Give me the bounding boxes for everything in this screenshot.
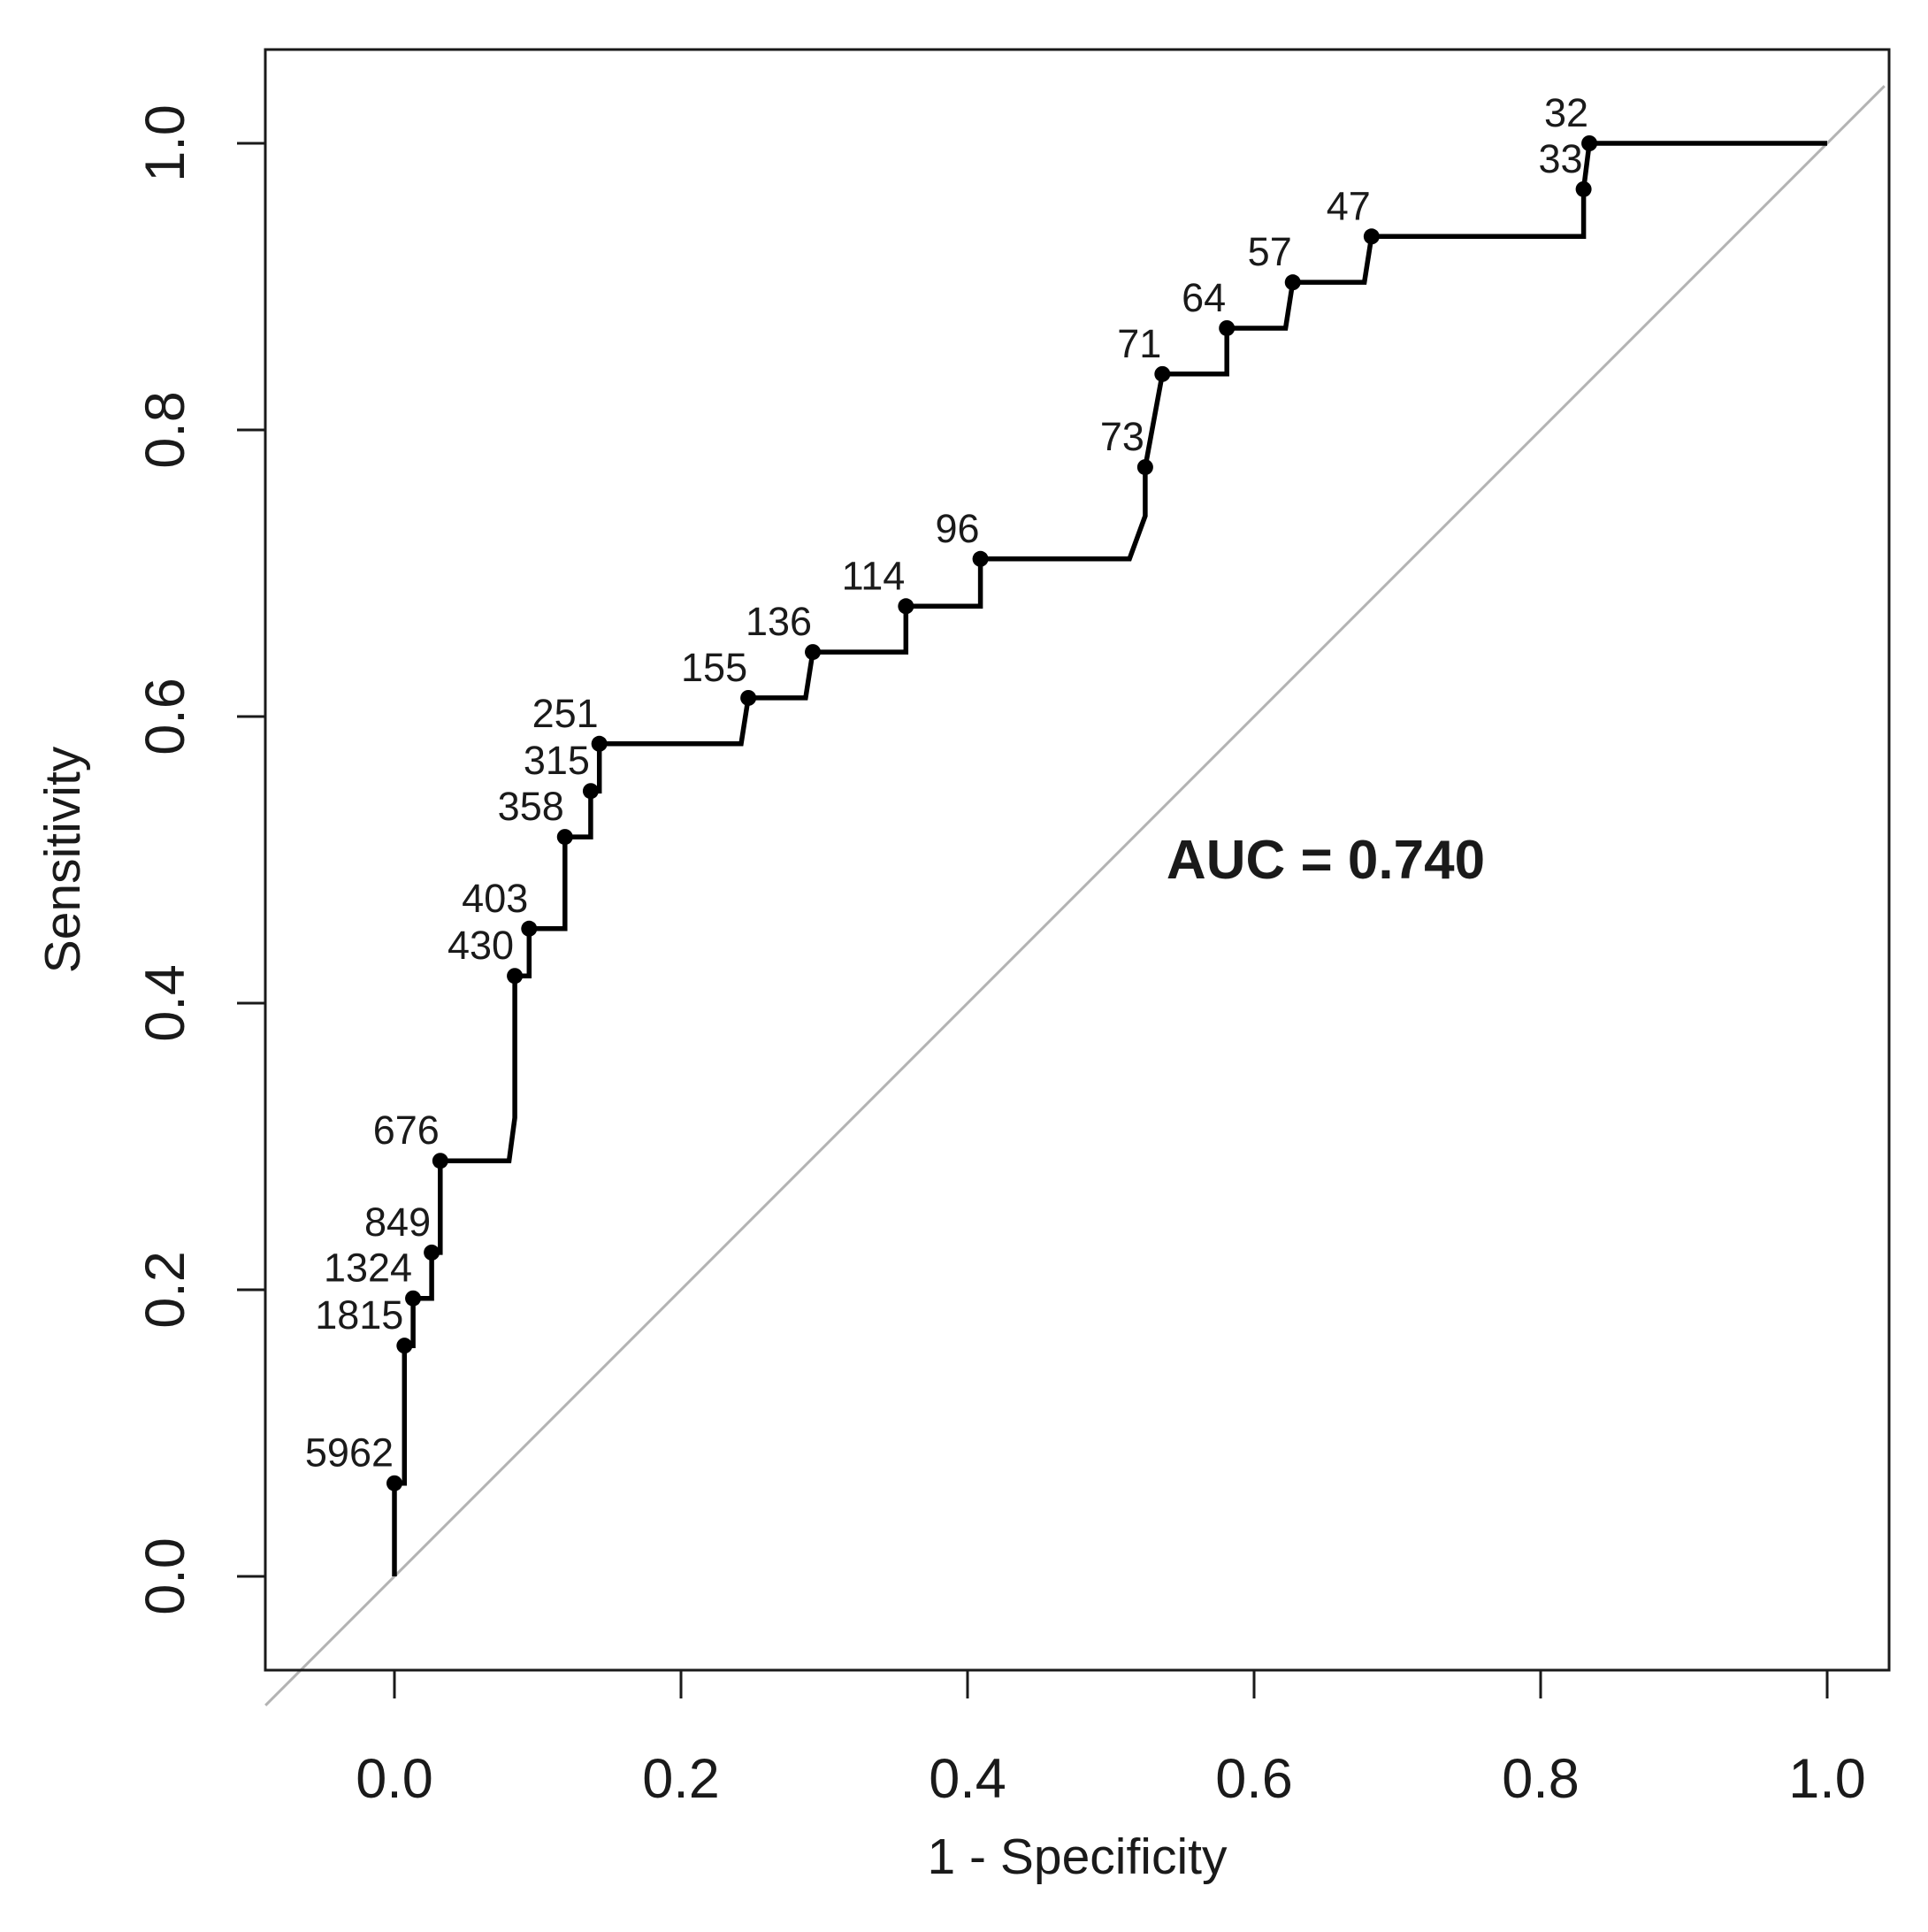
- threshold-point: [805, 644, 822, 661]
- threshold-label: 47: [1327, 183, 1371, 228]
- threshold-point: [386, 1475, 402, 1491]
- threshold-label: 73: [1100, 414, 1144, 459]
- threshold-label: 315: [524, 738, 590, 783]
- threshold-label: 33: [1539, 136, 1583, 181]
- threshold-point: [396, 1338, 413, 1354]
- threshold-label: 32: [1544, 90, 1588, 135]
- y-tick-label: 0.2: [134, 1251, 196, 1329]
- y-tick-label: 0.4: [134, 964, 196, 1042]
- threshold-point: [740, 689, 757, 706]
- threshold-label: 849: [364, 1200, 431, 1245]
- threshold-label: 251: [532, 691, 599, 736]
- threshold-point: [1219, 319, 1236, 336]
- threshold-point: [424, 1244, 440, 1261]
- threshold-point: [1581, 135, 1598, 151]
- threshold-point: [591, 735, 608, 752]
- threshold-label: 114: [842, 553, 906, 598]
- threshold-point: [1154, 365, 1171, 382]
- threshold-label: 136: [746, 599, 812, 644]
- threshold-label: 676: [373, 1108, 440, 1153]
- y-tick-label: 0.6: [134, 678, 196, 755]
- threshold-point: [521, 920, 538, 937]
- threshold-label: 96: [936, 506, 980, 551]
- x-axis-title: 1 - Specificity: [928, 1828, 1228, 1885]
- threshold-point: [432, 1153, 448, 1169]
- x-tick-label: 0.8: [1502, 1748, 1580, 1810]
- threshold-label: 1815: [315, 1292, 403, 1338]
- threshold-point: [1363, 228, 1380, 245]
- threshold-label: 403: [462, 876, 528, 921]
- axis-layer: 0.0 0.2 0.4 0.6 0.8 1.0 0.0 0.2 0.4 0.6 0.8 1.0: [134, 104, 1866, 1810]
- x-tick-label: 1.0: [1788, 1748, 1866, 1810]
- reference-layer: [264, 85, 1886, 1706]
- threshold-label: 64: [1182, 275, 1226, 320]
- x-tick-label: 0.2: [642, 1748, 720, 1810]
- y-tick-label: 0.0: [134, 1537, 196, 1615]
- y-tick-label: 0.8: [134, 391, 196, 469]
- y-tick-label: 1.0: [134, 104, 196, 182]
- threshold-label: 155: [681, 645, 747, 690]
- threshold-point: [405, 1290, 422, 1307]
- x-tick-label: 0.0: [356, 1748, 433, 1810]
- threshold-label: 57: [1248, 229, 1292, 274]
- threshold-label: 1324: [324, 1246, 412, 1291]
- reference-diagonal: [264, 85, 1886, 1706]
- threshold-point: [507, 968, 524, 985]
- threshold-point: [556, 829, 573, 846]
- threshold-point: [898, 598, 914, 615]
- threshold-point: [972, 550, 989, 567]
- threshold-label: 5962: [305, 1430, 394, 1476]
- auc-annotation: AUC = 0.740: [1167, 830, 1485, 891]
- threshold-point: [1284, 274, 1301, 291]
- x-tick-label: 0.4: [929, 1748, 1006, 1810]
- x-tick-label: 0.6: [1215, 1748, 1293, 1810]
- y-axis-title: Sensitivity: [34, 746, 91, 973]
- threshold-point: [582, 783, 599, 800]
- threshold-point: [1575, 180, 1592, 197]
- threshold-label: 358: [498, 784, 564, 829]
- threshold-label: 430: [448, 923, 514, 968]
- threshold-point: [1136, 459, 1153, 476]
- threshold-label: 71: [1117, 321, 1161, 366]
